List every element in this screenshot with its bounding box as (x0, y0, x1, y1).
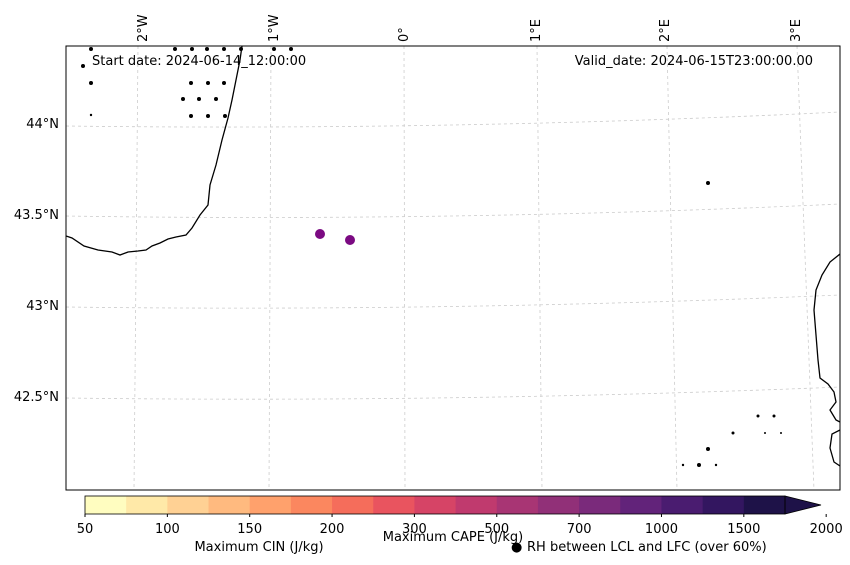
colorbar-segment (579, 496, 621, 514)
colorbar-segment (373, 496, 415, 514)
colorbar-tick-label: 200 (320, 522, 345, 537)
colorbar-segment (249, 496, 292, 514)
lon-label-1w: 1°W (267, 14, 282, 42)
colorbar-tick-label: 300 (402, 522, 427, 537)
coastlines (66, 46, 840, 467)
colorbar-tick-label: 2000 (810, 522, 843, 537)
lat-label-43: 43°N (26, 299, 59, 314)
lon-label-3e: 3°E (789, 19, 804, 42)
colorbar-outline (84, 495, 786, 515)
colorbar-segment (496, 496, 539, 514)
cape-points (315, 229, 355, 245)
rh-label: RH between LCL and LFC (over 60%) (527, 540, 767, 555)
colorbar-tick-label: 1500 (727, 522, 760, 537)
valid-date-label: Valid_date: 2024-06-15T23:00:00.00 (575, 54, 813, 69)
colorbar-tick-label: 1000 (645, 522, 678, 537)
lat-label-43-5: 43.5°N (14, 208, 59, 223)
start-date-label: Start date: 2024-06-14_12:00:00 (92, 54, 306, 69)
colorbar-tick-label: 100 (155, 522, 180, 537)
lat-label-42-5: 42.5°N (14, 390, 59, 405)
map-frame (65, 45, 841, 491)
colorbar-segment (85, 496, 127, 514)
colorbar-segment (537, 496, 580, 514)
graticule (66, 46, 840, 490)
colorbar-tick-label: 150 (237, 522, 262, 537)
colorbar-segment (743, 496, 786, 514)
colorbar-tick-label: 50 (77, 522, 94, 537)
cin-label: Maximum CIN (J/kg) (194, 540, 323, 555)
colorbar-segment (332, 496, 374, 514)
rh-dots (81, 47, 782, 467)
colorbar-segment (702, 496, 745, 514)
colorbar-tick-label: 700 (567, 522, 592, 537)
colorbar-segment (208, 496, 251, 514)
colorbar-segment (167, 496, 210, 514)
colorbar-ticks: 50 100 150 200 300 500 700 1000 1500 2000 (77, 514, 843, 537)
lon-label-1e: 1°E (529, 19, 544, 42)
lon-label-2w: 2°W (136, 14, 151, 42)
colorbar-segment (126, 496, 168, 514)
colorbar-segment (455, 496, 498, 514)
lat-label-44: 44°N (26, 117, 59, 132)
colorbar-tick-label: 500 (484, 522, 509, 537)
rh-marker: ● (511, 540, 522, 555)
cape-label: Maximum CAPE (J/kg) (383, 530, 523, 545)
colorbar-segment (290, 496, 333, 514)
colorbar-segment (661, 496, 704, 514)
colorbar-segment (414, 496, 457, 514)
colorbar-segment (620, 496, 662, 514)
colorbar (84, 495, 822, 515)
colorbar-extend-arrow (784, 495, 822, 515)
lon-label-0: 0° (397, 27, 412, 42)
lon-label-2e: 2°E (658, 19, 673, 42)
